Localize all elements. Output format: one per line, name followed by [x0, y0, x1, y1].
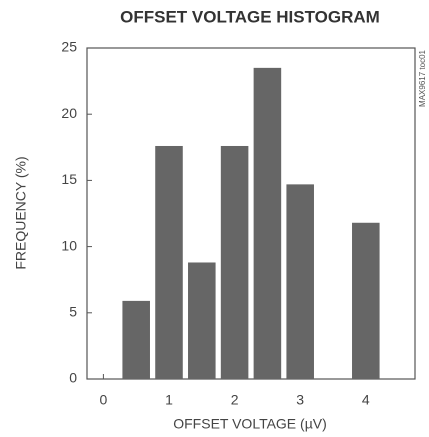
bar	[253, 67, 282, 380]
x-tick-label: 3	[296, 392, 304, 408]
y-tick-label: 15	[61, 171, 77, 187]
y-axis-label: FREQUENCY (%)	[13, 156, 29, 269]
bar	[155, 145, 183, 379]
plot-frame	[86, 47, 416, 380]
bar	[122, 300, 150, 379]
y-tick-label: 5	[69, 304, 77, 320]
chart-title: OFFSET VOLTAGE HISTOGRAM	[120, 7, 380, 26]
annotation: MAX9617 toc01	[418, 49, 427, 106]
bar	[286, 184, 314, 379]
bar	[352, 222, 380, 379]
bar	[188, 262, 216, 379]
x-axis-label: OFFSET VOLTAGE (µV)	[173, 416, 327, 432]
y-tick-label: 20	[61, 105, 77, 121]
bar	[220, 145, 249, 379]
x-tick-label: 2	[231, 392, 239, 408]
x-tick-label: 0	[100, 392, 108, 408]
y-tick-label: 0	[69, 370, 77, 386]
x-tick-label: 1	[165, 392, 173, 408]
x-tick-label: 4	[362, 392, 370, 408]
y-tick-label: 25	[61, 39, 77, 55]
y-tick-label: 10	[61, 237, 77, 253]
